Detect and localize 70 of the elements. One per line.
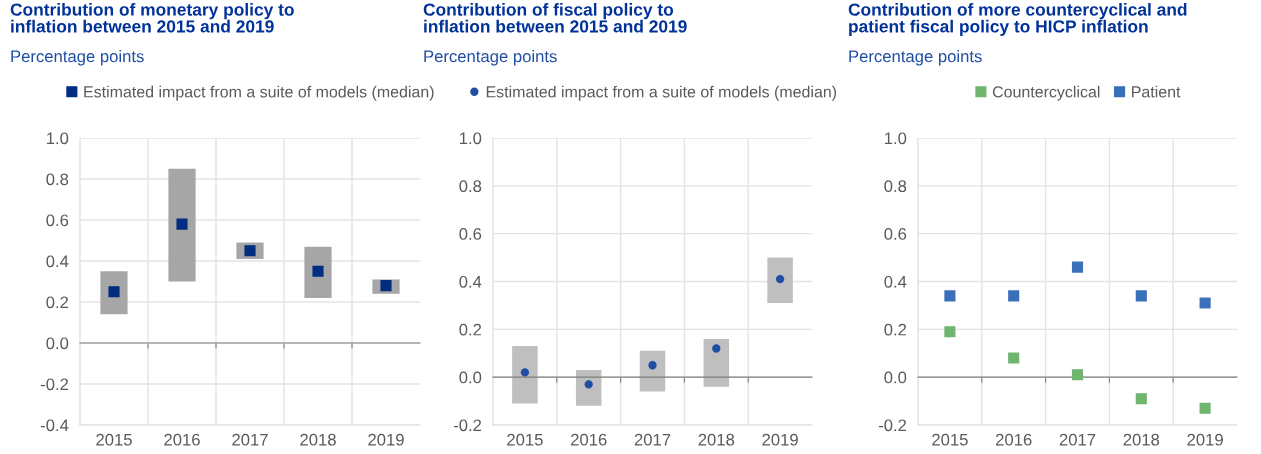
- y-tick-label: 0.2: [46, 296, 69, 309]
- point: [520, 368, 530, 377]
- y-tick-label: 0.8: [884, 180, 907, 193]
- x-tick-label: 2018: [1123, 433, 1160, 446]
- bar: [512, 346, 538, 404]
- y-tick-label: -0.2: [878, 419, 907, 432]
- y-tick-label: 1.0: [46, 132, 69, 145]
- point: [1008, 290, 1020, 302]
- chart-subtitle: Percentage points: [424, 50, 557, 66]
- x-tick-label: 2016: [164, 433, 200, 446]
- bar: [168, 168, 196, 282]
- bar: [639, 350, 666, 392]
- bar: [703, 338, 730, 387]
- legend-label: Estimated impact from a suite of models (median): [486, 85, 837, 101]
- y-tick-label: 0.0: [459, 371, 482, 384]
- x-tick-label: 2019: [368, 433, 404, 446]
- point: [312, 265, 324, 277]
- chart-subtitle: Percentage points: [11, 50, 144, 66]
- point: [1135, 393, 1147, 405]
- x-tick-label: 2017: [232, 433, 268, 446]
- chart-title: Contribution of more countercyclical and patient fiscal policy to HICP inflation: [848, 3, 1187, 36]
- y-tick-label: 0.8: [459, 180, 482, 193]
- point: [712, 344, 721, 353]
- y-tick-label: 1.0: [459, 132, 482, 145]
- point: [1199, 402, 1211, 414]
- y-tick-label: 0.0: [46, 337, 69, 350]
- x-tick-label: 2017: [634, 433, 671, 446]
- point: [1071, 369, 1084, 381]
- x-tick-label: 2015: [932, 433, 968, 446]
- chart-title: Contribution of monetary policy to inflation between 2015 and 2019: [10, 3, 294, 33]
- chart-subtitle: Percentage points: [849, 50, 982, 66]
- x-tick-label: 2015: [96, 433, 132, 446]
- legend-label: Patient: [1132, 85, 1181, 98]
- x-tick-label: 2016: [571, 433, 607, 446]
- point: [1071, 261, 1084, 273]
- bar: [575, 369, 602, 406]
- y-tick-label: 0.6: [884, 228, 907, 240]
- y-tick-label: 0.8: [46, 173, 69, 186]
- y-tick-label: 0.4: [459, 275, 482, 288]
- y-tick-label: 0.0: [884, 371, 907, 384]
- x-tick-label: 2018: [698, 433, 735, 446]
- y-tick-label: -0.4: [40, 419, 69, 432]
- point: [176, 218, 188, 230]
- y-tick-label: 1.0: [884, 132, 907, 145]
- x-tick-label: 2017: [1059, 433, 1096, 446]
- bar: [304, 246, 332, 298]
- x-tick-label: 2018: [300, 433, 336, 446]
- x-tick-label: 2016: [996, 433, 1032, 446]
- x-tick-label: 2019: [1187, 433, 1223, 446]
- point: [1199, 297, 1211, 309]
- point: [775, 274, 785, 284]
- y-tick-label: -0.2: [40, 378, 69, 391]
- point: [944, 326, 956, 338]
- bar: [767, 257, 793, 304]
- point: [944, 290, 956, 302]
- y-tick-label: 0.2: [884, 323, 907, 336]
- point: [1135, 290, 1147, 302]
- point: [648, 361, 657, 370]
- y-tick-label: 0.2: [459, 323, 482, 336]
- point: [1008, 352, 1020, 364]
- x-tick-label: 2015: [507, 433, 543, 446]
- chart-title: Contribution of fiscal policy to inflation between 2015 and 2019: [423, 3, 687, 33]
- y-tick-label: 0.6: [46, 214, 69, 227]
- x-tick-label: 2019: [762, 433, 798, 446]
- legend-label: Estimated impact from a suite of models (median): [84, 85, 434, 101]
- y-tick-label: 0.4: [884, 275, 907, 288]
- legend-label: Countercyclical: [992, 85, 1100, 101]
- y-tick-label: 0.6: [459, 228, 482, 240]
- y-tick-label: 0.4: [46, 255, 69, 268]
- y-tick-label: -0.2: [453, 419, 482, 432]
